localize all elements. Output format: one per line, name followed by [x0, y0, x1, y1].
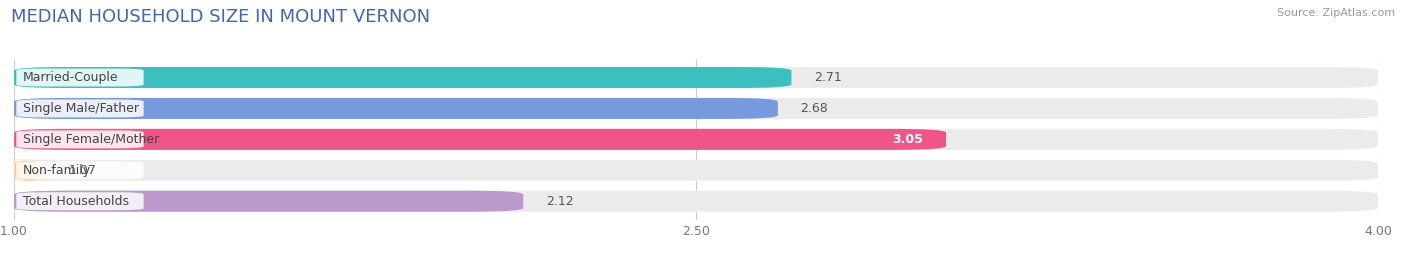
- Text: Married-Couple: Married-Couple: [22, 71, 118, 84]
- Text: 2.68: 2.68: [800, 102, 828, 115]
- Text: Non-family: Non-family: [22, 164, 91, 177]
- Text: 3.05: 3.05: [893, 133, 924, 146]
- FancyBboxPatch shape: [14, 191, 523, 212]
- Text: Single Female/Mother: Single Female/Mother: [22, 133, 159, 146]
- FancyBboxPatch shape: [14, 160, 1378, 181]
- Text: Single Male/Father: Single Male/Father: [22, 102, 139, 115]
- FancyBboxPatch shape: [0, 160, 69, 181]
- FancyBboxPatch shape: [14, 98, 778, 119]
- FancyBboxPatch shape: [17, 161, 143, 179]
- FancyBboxPatch shape: [17, 99, 143, 117]
- Text: 1.07: 1.07: [69, 164, 97, 177]
- Text: MEDIAN HOUSEHOLD SIZE IN MOUNT VERNON: MEDIAN HOUSEHOLD SIZE IN MOUNT VERNON: [11, 8, 430, 26]
- FancyBboxPatch shape: [14, 98, 1378, 119]
- FancyBboxPatch shape: [17, 192, 143, 210]
- Text: 2.12: 2.12: [546, 195, 574, 208]
- Text: 2.71: 2.71: [814, 71, 842, 84]
- FancyBboxPatch shape: [17, 131, 143, 148]
- FancyBboxPatch shape: [14, 67, 1378, 88]
- FancyBboxPatch shape: [14, 129, 1378, 150]
- FancyBboxPatch shape: [14, 129, 946, 150]
- Text: Source: ZipAtlas.com: Source: ZipAtlas.com: [1277, 8, 1395, 18]
- FancyBboxPatch shape: [17, 69, 143, 87]
- Text: Total Households: Total Households: [22, 195, 129, 208]
- FancyBboxPatch shape: [14, 67, 792, 88]
- FancyBboxPatch shape: [14, 191, 1378, 212]
